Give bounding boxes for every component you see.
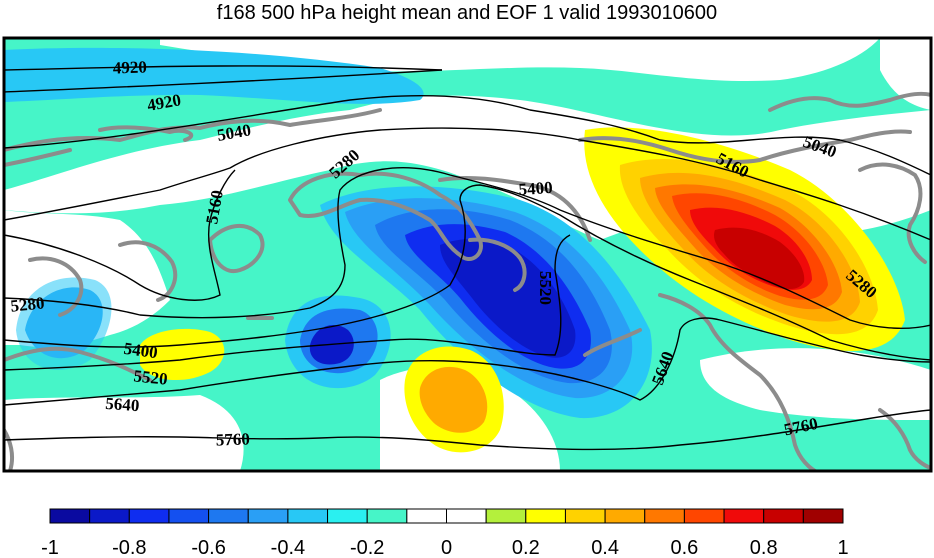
colorbar-tick-label: 0 bbox=[441, 537, 452, 558]
colorbar-swatch bbox=[247, 508, 289, 524]
contour-label-5520-b: 5520 bbox=[133, 366, 169, 388]
colorbar-swatch bbox=[683, 508, 725, 524]
colorbar-swatch bbox=[366, 508, 408, 524]
colorbar-swatch bbox=[327, 508, 368, 524]
contour-label-5640-a: 5640 bbox=[105, 394, 140, 415]
colorbar-swatch bbox=[49, 508, 91, 524]
white-region-east bbox=[700, 348, 931, 420]
south-positive-core bbox=[419, 366, 488, 433]
contour-label-4920-a: 4920 bbox=[112, 57, 147, 77]
colorbar-tick-label: -0.6 bbox=[191, 537, 225, 558]
white-region-south-west bbox=[4, 395, 244, 471]
colorbar-swatch bbox=[802, 508, 844, 524]
shaded-field: 4920 4920 5040 5040 5160 5160 5280 5280 … bbox=[4, 38, 931, 471]
colorbar-tick-label: -0.4 bbox=[271, 537, 305, 558]
colorbar-tick-label: 0.6 bbox=[670, 537, 698, 558]
colorbar-tick-label: -1 bbox=[41, 537, 59, 558]
colorbar-swatch bbox=[168, 508, 210, 524]
colorbar-swatch bbox=[89, 508, 130, 524]
colorbar-swatch bbox=[644, 508, 685, 524]
west-positive bbox=[140, 328, 225, 381]
colorbar-swatch bbox=[485, 508, 527, 524]
contour-label-5280-b: 5280 bbox=[10, 293, 46, 315]
colorbar-tick-label: -0.8 bbox=[112, 537, 146, 558]
colorbar-swatch bbox=[723, 508, 765, 524]
colorbar-tick-label: 1 bbox=[837, 537, 848, 558]
colorbar-swatch bbox=[604, 508, 646, 524]
colorbar-swatch bbox=[446, 508, 487, 524]
colorbar-swatch bbox=[525, 508, 566, 524]
contour-label-5400-b: 5400 bbox=[123, 339, 159, 363]
colorbar-swatch bbox=[287, 508, 329, 524]
colorbar-tick-label: 0.8 bbox=[750, 537, 778, 558]
figure-title: f168 500 hPa height mean and EOF 1 valid… bbox=[216, 2, 718, 24]
white-region-north-band bbox=[160, 38, 880, 82]
map-frame bbox=[2, 36, 933, 473]
height-contours bbox=[4, 65, 931, 451]
colorbar-tick-label: -0.2 bbox=[350, 537, 384, 558]
colorbar-swatch bbox=[763, 508, 804, 524]
colorbar-swatch bbox=[564, 508, 606, 524]
colorbar-tick-label: 0.2 bbox=[512, 537, 540, 558]
colorbar-swatch bbox=[128, 508, 170, 524]
contour-label-5520-a: 5520 bbox=[536, 271, 555, 305]
colorbar-swatch bbox=[208, 508, 249, 524]
colorbar: -1 -0.8 -0.6 -0.4 -0.2 0 0.2 0.4 0.6 0.8 1 bbox=[41, 508, 849, 558]
colorbar-swatch bbox=[406, 508, 448, 524]
contour-label-5760-a: 5760 bbox=[215, 429, 250, 449]
nw-negative-band bbox=[4, 47, 424, 104]
east-positive-core bbox=[714, 227, 805, 289]
colorbar-tick-label: 0.4 bbox=[591, 537, 619, 558]
coastlines bbox=[4, 91, 931, 471]
contour-label-5400-a: 5400 bbox=[518, 178, 553, 199]
central-negative-l5 bbox=[440, 238, 576, 358]
